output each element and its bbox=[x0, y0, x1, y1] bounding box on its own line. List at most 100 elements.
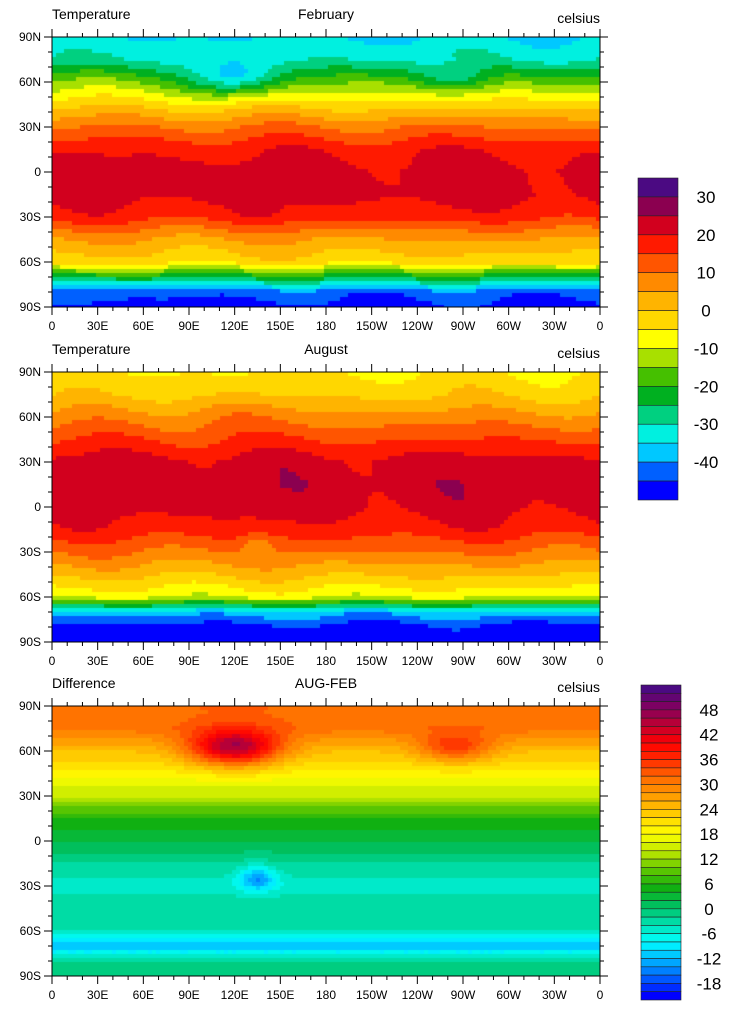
y-tick-label: 60S bbox=[20, 924, 41, 938]
colorbar-box bbox=[640, 991, 682, 1001]
colorbar-label: 0 bbox=[704, 900, 713, 919]
colorbar-box bbox=[640, 759, 682, 769]
map-diff: 0 30E 60E 90E 120E 150E 180 150W 120W 90W 60W 30W 0 9… bbox=[19, 698, 608, 1002]
colorbar-label: 10 bbox=[697, 264, 716, 283]
colorbar-box bbox=[637, 386, 679, 406]
panel-left-title: Temperature bbox=[52, 341, 131, 357]
y-tick-label: 0 bbox=[34, 500, 41, 514]
colorbar-label: -40 bbox=[694, 453, 719, 472]
x-tick-label: 60W bbox=[496, 988, 521, 1002]
colorbar-box bbox=[640, 933, 682, 943]
colorbar-box bbox=[640, 701, 682, 711]
colorbar-box bbox=[640, 784, 682, 794]
colorbar-label: -18 bbox=[697, 974, 722, 993]
y-tick-label: 30S bbox=[20, 210, 41, 224]
x-tick-label: 30W bbox=[542, 319, 567, 333]
colorbar-label: -10 bbox=[694, 339, 719, 358]
colorbar-label: 30 bbox=[697, 188, 716, 207]
x-tick-label: 150E bbox=[266, 319, 294, 333]
x-tick-label: 180 bbox=[316, 654, 336, 668]
x-tick-label: 90E bbox=[178, 319, 199, 333]
colorbar-box bbox=[640, 983, 682, 993]
colorbar-box bbox=[640, 966, 682, 976]
x-tick-label: 0 bbox=[597, 654, 604, 668]
y-tick-label: 90S bbox=[20, 635, 41, 649]
map-feb: 0 30E 60E 90E 120E 150E 180 150W 120W 90W 60W 30W 0 9… bbox=[19, 29, 608, 333]
colorbar-box bbox=[640, 717, 682, 727]
y-tick-label: 90S bbox=[20, 300, 41, 314]
x-tick-label: 120W bbox=[402, 988, 434, 1002]
x-tick-label: 0 bbox=[49, 654, 56, 668]
panel-right-title: celsius bbox=[557, 679, 600, 695]
x-tick-label: 120E bbox=[221, 654, 249, 668]
colorbar-box bbox=[640, 875, 682, 885]
colorbar-box bbox=[640, 726, 682, 736]
contour-field bbox=[52, 706, 600, 976]
x-tick-label: 60E bbox=[133, 319, 154, 333]
colorbar-label: 42 bbox=[700, 726, 719, 745]
colorbar-box bbox=[637, 367, 679, 387]
colorbar-box bbox=[640, 974, 682, 984]
colorbar-box bbox=[640, 775, 682, 785]
colorbar-label: 36 bbox=[700, 751, 719, 770]
colorbar-box bbox=[640, 742, 682, 752]
x-tick-label: 120W bbox=[402, 654, 434, 668]
x-tick-label: 120E bbox=[221, 988, 249, 1002]
x-tick-label: 30E bbox=[87, 654, 108, 668]
colorbar-label: 24 bbox=[700, 800, 719, 819]
colorbar-box bbox=[640, 833, 682, 843]
axes: 0 30E 60E 90E 120E 150E 180 150W 120W 90W 60W 30W 09… bbox=[19, 29, 608, 333]
x-tick-label: 150W bbox=[356, 988, 388, 1002]
x-tick-label: 150E bbox=[266, 988, 294, 1002]
map-frame bbox=[51, 371, 601, 643]
colorbar-label: -30 bbox=[694, 415, 719, 434]
colorbar-box bbox=[637, 253, 679, 274]
colorbar-label: -20 bbox=[694, 377, 719, 396]
y-tick-label: 60N bbox=[19, 744, 41, 758]
panel-center-title: AUG-FEB bbox=[294, 675, 358, 691]
colorbar-box bbox=[640, 900, 682, 910]
x-tick-label: 90W bbox=[451, 988, 476, 1002]
y-tick-label: 30N bbox=[19, 789, 41, 803]
x-tick-label: 60W bbox=[496, 654, 521, 668]
colorbar-box bbox=[637, 215, 679, 236]
y-tick-label: 30N bbox=[19, 120, 41, 134]
colorbar-label: -6 bbox=[701, 925, 716, 944]
y-tick-label: 30N bbox=[19, 455, 41, 469]
y-tick-label: 90S bbox=[20, 969, 41, 983]
y-tick-label: 60S bbox=[20, 590, 41, 604]
map-frame bbox=[51, 705, 601, 977]
contour-field bbox=[52, 37, 600, 307]
colorbar-box bbox=[637, 480, 679, 501]
x-tick-label: 0 bbox=[597, 988, 604, 1002]
colorbar-box bbox=[640, 751, 682, 760]
colorbar-box bbox=[640, 949, 682, 959]
difference-colorbar: 48 42 36 30 24 18 12 6 0 -6 -12 -18 bbox=[640, 684, 722, 1001]
colorbar-box bbox=[637, 461, 679, 482]
colorbar-box bbox=[640, 792, 682, 802]
colorbar-box bbox=[637, 196, 679, 217]
contour-field bbox=[52, 372, 600, 642]
y-tick-label: 60S bbox=[20, 255, 41, 269]
colorbar-label: 48 bbox=[700, 701, 719, 720]
y-tick-label: 60N bbox=[19, 410, 41, 424]
x-tick-label: 0 bbox=[597, 319, 604, 333]
axes: 0 30E 60E 90E 120E 150E 180 150W 120W 90W 60W 30W 09… bbox=[19, 698, 608, 1002]
colorbar-box bbox=[640, 908, 682, 918]
colorbar-box bbox=[640, 850, 682, 860]
y-tick-label: 30S bbox=[20, 879, 41, 893]
axes: 0 30E 60E 90E 120E 150E 180 150W 120W 90W 60W 30W 09… bbox=[19, 364, 608, 668]
colorbar-box bbox=[640, 767, 682, 777]
panel-center-title: August bbox=[304, 341, 348, 357]
colorbar-label: -12 bbox=[697, 950, 722, 969]
x-tick-label: 90E bbox=[178, 988, 199, 1002]
colorbar-box bbox=[640, 867, 682, 876]
colorbar-box bbox=[637, 177, 679, 198]
colorbar-box bbox=[637, 404, 679, 425]
colorbar-box bbox=[637, 234, 679, 255]
colorbar-box bbox=[640, 883, 682, 893]
colorbar-box bbox=[637, 310, 679, 330]
colorbar-label: 20 bbox=[697, 226, 716, 245]
y-tick-label: 90N bbox=[19, 30, 41, 44]
